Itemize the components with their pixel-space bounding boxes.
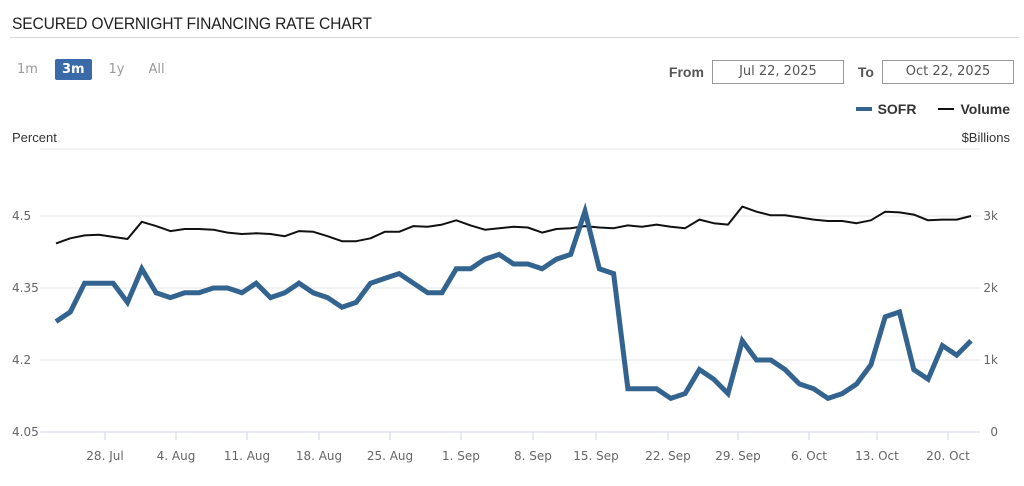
svg-text:11. Aug: 11. Aug (224, 449, 270, 463)
date-range: From Jul 22, 2025 To Oct 22, 2025 (669, 60, 1014, 84)
right-axis-title: $Billions (961, 130, 1010, 145)
svg-text:29. Sep: 29. Sep (715, 449, 761, 463)
to-date-input[interactable]: Oct 22, 2025 (882, 60, 1014, 84)
right-axis-ticks: 0 1k 2k 3k (983, 209, 998, 439)
svg-text:18. Aug: 18. Aug (296, 449, 342, 463)
svg-text:28. Jul: 28. Jul (86, 449, 123, 463)
sofr-swatch-icon (855, 107, 872, 111)
title-divider (10, 37, 1019, 38)
svg-text:15. Sep: 15. Sep (573, 449, 619, 463)
svg-text:13. Oct: 13. Oct (855, 449, 899, 463)
legend-label: SOFR (877, 101, 917, 117)
page-title: SECURED OVERNIGHT FINANCING RATE CHART (12, 14, 372, 33)
svg-text:20. Oct: 20. Oct (926, 449, 970, 463)
left-axis-ticks: 4.05 4.2 4.35 4.5 (12, 209, 39, 439)
svg-text:8. Sep: 8. Sep (514, 449, 552, 463)
x-axis-ticks: 28. Jul 4. Aug 11. Aug 18. Aug 25. Aug 1. Sep… (86, 432, 970, 463)
sofr-line[interactable] (54, 202, 973, 402)
svg-text:6. Oct: 6. Oct (791, 449, 827, 463)
svg-text:1. Sep: 1. Sep (442, 449, 480, 463)
legend-label: Volume (960, 101, 1010, 117)
svg-text:4.35: 4.35 (12, 281, 39, 295)
svg-text:4.2: 4.2 (12, 353, 31, 367)
legend-item-volume[interactable]: Volume (938, 101, 1010, 117)
from-date-input[interactable]: Jul 22, 2025 (711, 60, 844, 84)
range-3m-button[interactable]: 3m (54, 59, 92, 80)
gridlines (40, 148, 980, 433)
volume-swatch-icon (938, 108, 955, 110)
svg-text:25. Aug: 25. Aug (367, 449, 413, 463)
range-1m-button[interactable]: 1m (17, 62, 38, 77)
svg-text:22. Sep: 22. Sep (645, 449, 691, 463)
svg-text:4.05: 4.05 (12, 425, 39, 439)
svg-text:4.5: 4.5 (12, 209, 31, 223)
chart-legend: SOFR Volume (834, 101, 1010, 117)
left-axis-title: Percent (12, 130, 57, 145)
to-label: To (857, 64, 874, 80)
range-selector: 1m 3m 1y All (10, 59, 182, 80)
svg-text:2k: 2k (983, 281, 998, 295)
svg-text:4. Aug: 4. Aug (157, 449, 196, 463)
range-all-button[interactable]: All (148, 62, 165, 77)
volume-line[interactable] (55, 205, 972, 245)
from-label: From (668, 64, 704, 80)
svg-text:1k: 1k (983, 353, 998, 367)
legend-item-sofr[interactable]: SOFR (855, 101, 917, 117)
svg-text:3k: 3k (983, 209, 998, 223)
svg-text:0: 0 (990, 425, 998, 439)
range-1y-button[interactable]: 1y (108, 62, 125, 77)
